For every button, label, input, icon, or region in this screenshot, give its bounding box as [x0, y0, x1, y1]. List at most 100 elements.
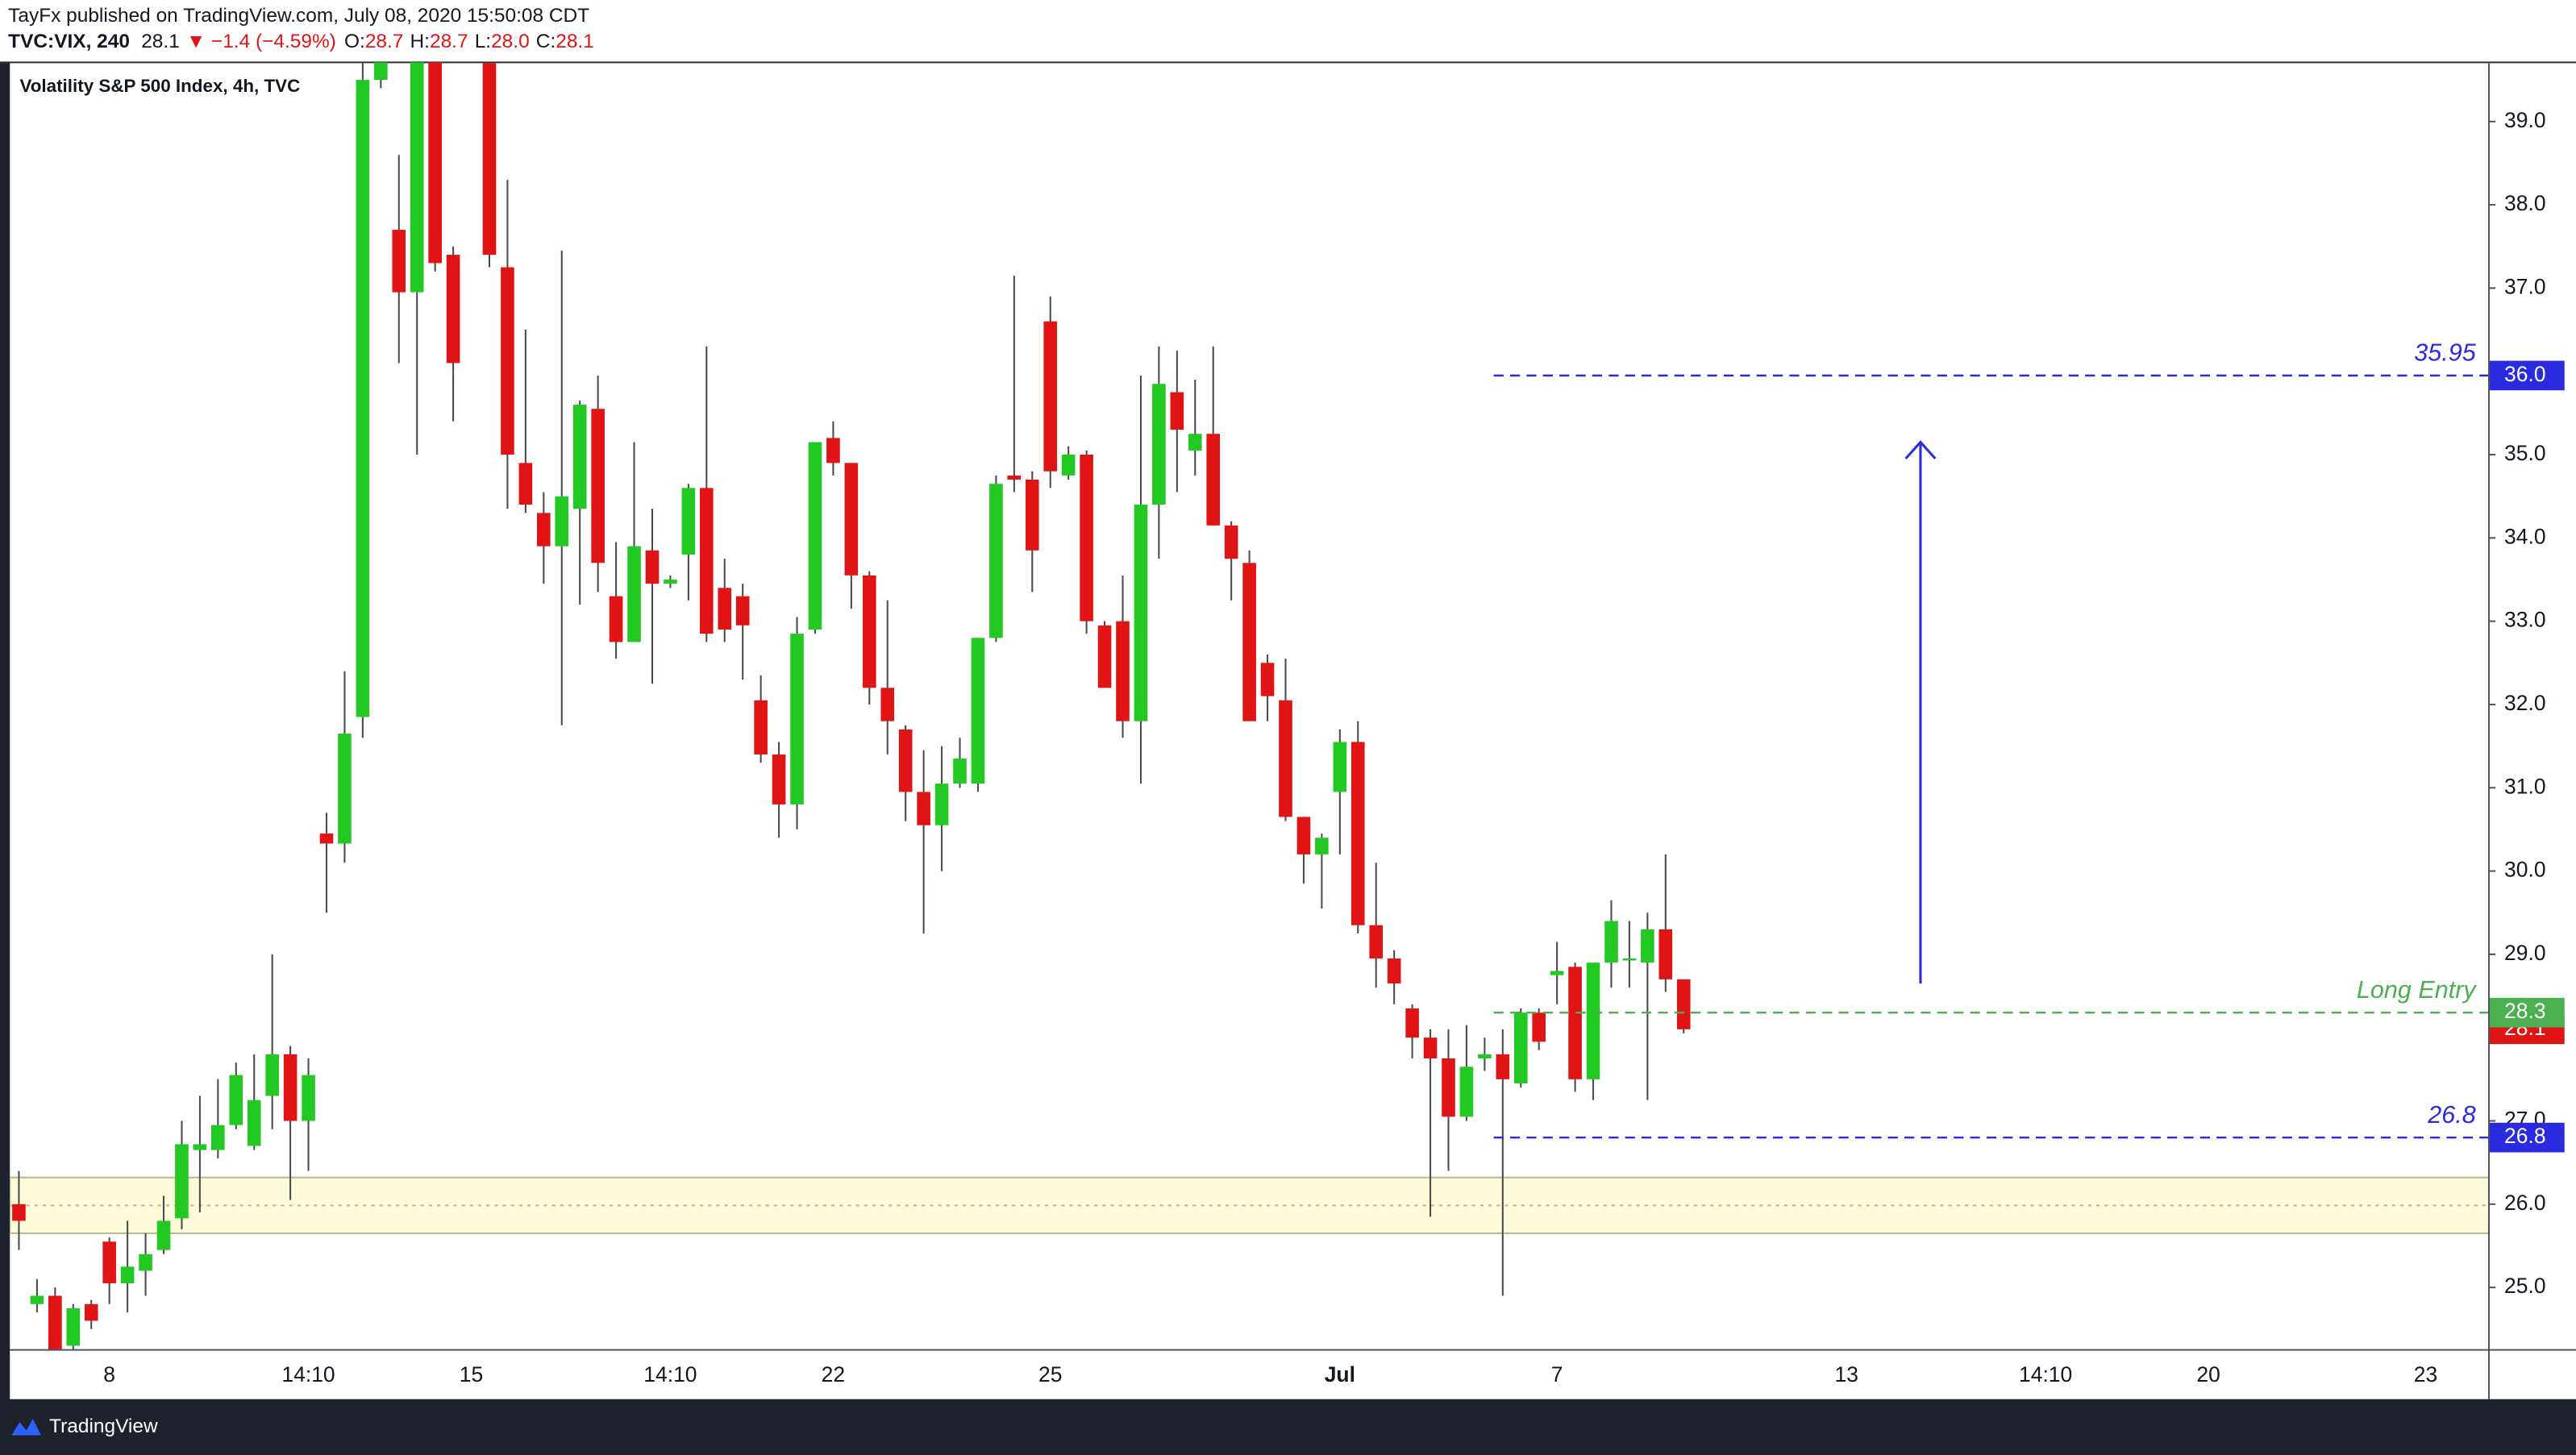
- candle-body: [1532, 1012, 1546, 1042]
- candle-body: [1423, 1037, 1438, 1059]
- candle-body: [1586, 962, 1600, 1079]
- candle-body: [1478, 1054, 1492, 1059]
- candle-body: [102, 1241, 116, 1283]
- y-tick-label: 33.0: [2504, 608, 2546, 632]
- candle-body: [265, 1054, 279, 1096]
- candle-body: [700, 488, 714, 634]
- candle-body: [1622, 958, 1637, 961]
- candle-body: [120, 1266, 135, 1283]
- x-tick-label: 23: [2414, 1362, 2437, 1386]
- brand-logo: [11, 1419, 41, 1436]
- symbol: TVC:VIX, 240: [8, 31, 130, 52]
- candle-body: [1188, 434, 1202, 451]
- ohlc-value: 28.7: [365, 31, 404, 52]
- x-tick-label: 14:10: [643, 1362, 697, 1386]
- candle-body: [446, 255, 460, 364]
- symbol-line: TVC:VIX, 240 28.1 ▼ −1.4 (−4.59%) O:28.7 H:2…: [8, 31, 594, 52]
- candle-body: [1604, 921, 1618, 963]
- candle-body: [862, 575, 876, 688]
- zone-layer: [10, 1176, 2490, 1234]
- candle-body: [754, 700, 768, 755]
- chart-area: [10, 62, 2576, 1399]
- candle-body: [302, 1075, 315, 1121]
- candle-body: [953, 759, 967, 784]
- chart-title: Volatility S&P 500 Index, 4h, TVC: [19, 76, 300, 96]
- candle-body: [1279, 700, 1292, 817]
- x-tick-label: Jul: [1325, 1362, 1355, 1386]
- candle-body: [1333, 742, 1347, 792]
- x-tick-label: 14:10: [2019, 1362, 2072, 1386]
- level-price-box: [2489, 997, 2565, 1028]
- candle-body: [1676, 979, 1691, 1029]
- candle-body: [1152, 384, 1166, 505]
- candle-body: [1097, 625, 1112, 688]
- candle-body: [1260, 663, 1275, 696]
- ohlc-value: 28.1: [556, 31, 594, 52]
- y-tick-label: 34.0: [2504, 524, 2546, 548]
- price: 28.1: [141, 31, 180, 52]
- candle-body: [84, 1303, 98, 1321]
- brand-name[interactable]: TradingView: [49, 1416, 158, 1437]
- level-annotation: 26.8: [2427, 1101, 2475, 1129]
- candle-body: [1513, 1012, 1528, 1084]
- ohlc-key: H:: [410, 31, 430, 52]
- candle-body: [193, 1144, 207, 1150]
- level-price-box-label: 28.3: [2504, 999, 2546, 1023]
- candle-body: [428, 62, 442, 264]
- candle-body: [338, 734, 352, 844]
- candle-body: [410, 62, 424, 293]
- candle-body: [501, 267, 514, 455]
- x-tick-label: 14:10: [281, 1362, 335, 1386]
- level-price-box-label: 26.8: [2504, 1124, 2546, 1148]
- candle-body: [139, 1253, 152, 1271]
- candle-body: [572, 405, 587, 509]
- candle-body: [1405, 1008, 1419, 1038]
- candle-body: [1315, 838, 1329, 854]
- y-tick-label: 39.0: [2504, 108, 2546, 132]
- candle-body: [1134, 505, 1148, 721]
- y-tick-label: 38.0: [2504, 191, 2546, 215]
- candle-body: [917, 792, 930, 825]
- candle-body: [1061, 455, 1076, 476]
- candle-body: [681, 488, 696, 555]
- ohlc-key: O:: [344, 31, 365, 52]
- candle-body: [66, 1307, 81, 1346]
- candle-body: [48, 1295, 62, 1350]
- overlay-layer: 25.026.027.028.029.030.031.032.033.034.0…: [103, 108, 2565, 1386]
- candle-body: [319, 834, 334, 844]
- candle-body: [735, 596, 750, 626]
- candle-body: [718, 588, 732, 630]
- y-tick-label: 35.0: [2504, 441, 2546, 465]
- support-zone: [10, 1176, 2490, 1234]
- candle-body: [12, 1203, 26, 1221]
- candle-body: [1224, 525, 1238, 559]
- candle-body: [772, 754, 786, 804]
- candle-body: [518, 463, 533, 505]
- candle-body: [1496, 1054, 1510, 1079]
- candle-body: [555, 496, 569, 547]
- candle-body: [989, 484, 1003, 638]
- candle-body: [30, 1295, 44, 1304]
- candle-body: [898, 729, 913, 792]
- x-tick-label: 7: [1551, 1362, 1563, 1386]
- candle-body: [283, 1054, 298, 1121]
- x-tick-label: 8: [103, 1362, 115, 1386]
- candle-body: [1296, 817, 1311, 854]
- candle-body: [844, 463, 859, 576]
- level-annotation: 35.95: [2414, 339, 2476, 366]
- x-tick-label: 15: [460, 1362, 483, 1386]
- y-tick-label: 37.0: [2504, 274, 2546, 298]
- candle-body: [664, 579, 677, 584]
- candle-body: [374, 62, 388, 81]
- arrow-head: [1904, 440, 1937, 459]
- candle-body: [826, 438, 840, 464]
- y-tick-label: 31.0: [2504, 774, 2546, 798]
- x-tick-label: 22: [822, 1362, 845, 1386]
- author-line: TayFx published on TradingView.com, July…: [8, 5, 589, 27]
- candle-body: [1116, 621, 1130, 721]
- candle-body: [1170, 392, 1184, 430]
- candle-body: [1459, 1066, 1474, 1117]
- candle-body: [1369, 925, 1384, 959]
- header-bar: [0, 0, 2576, 63]
- candle-body: [1387, 958, 1401, 984]
